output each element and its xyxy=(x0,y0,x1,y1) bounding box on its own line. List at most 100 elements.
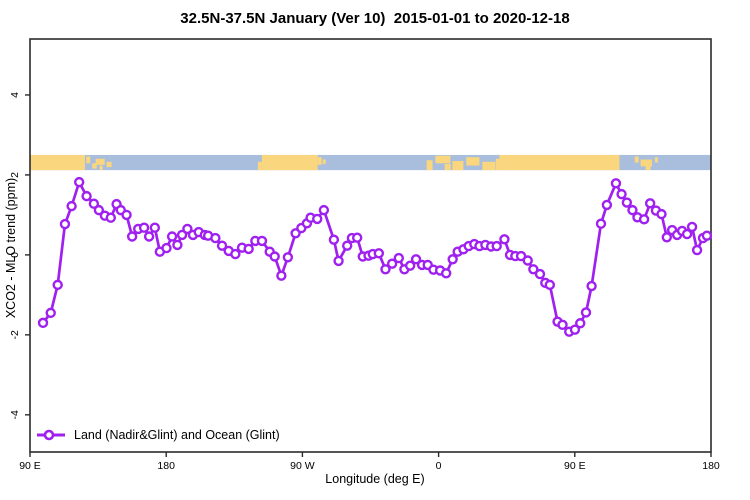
data-point xyxy=(256,235,268,247)
map-band-island xyxy=(634,156,639,163)
map-band-island xyxy=(317,157,322,165)
data-point xyxy=(161,242,172,254)
y-axis-label: XCO2 - MLO trend (ppm) xyxy=(4,177,18,319)
data-point xyxy=(601,199,613,211)
plot-border xyxy=(29,38,712,453)
data-point xyxy=(580,307,592,318)
y-tick-label: 0 xyxy=(9,252,21,258)
data-point xyxy=(386,258,398,269)
data-point xyxy=(686,221,698,233)
x-tick-label: 90 E xyxy=(19,460,41,472)
data-point xyxy=(544,279,556,291)
map-band-island xyxy=(99,165,103,171)
map-band-island xyxy=(495,158,500,171)
data-point xyxy=(610,178,622,189)
data-point xyxy=(447,254,458,265)
data-point xyxy=(373,248,385,259)
data-point xyxy=(627,204,638,216)
data-point xyxy=(586,280,597,292)
x-tick-label: 90 W xyxy=(290,460,315,472)
data-point xyxy=(93,204,105,216)
data-point xyxy=(243,243,254,255)
map-band-island xyxy=(86,156,91,164)
data-point xyxy=(691,244,703,256)
data-point xyxy=(528,264,539,275)
data-point xyxy=(644,198,656,209)
map-band-island xyxy=(106,161,112,168)
data-point xyxy=(269,251,280,262)
y-tick-label: -2 xyxy=(9,330,21,339)
data-point xyxy=(491,240,502,252)
data-point xyxy=(138,222,150,233)
data-point xyxy=(121,209,132,221)
data-point xyxy=(230,248,241,260)
data-point xyxy=(656,208,667,220)
map-band-island xyxy=(444,164,451,171)
map-band-island xyxy=(92,163,97,169)
data-point xyxy=(393,252,404,264)
data-point xyxy=(59,218,71,230)
data-point xyxy=(45,307,56,319)
data-point xyxy=(351,232,363,243)
map-band-island xyxy=(645,164,651,171)
data-point xyxy=(569,324,581,335)
data-point xyxy=(182,223,193,235)
data-point xyxy=(105,212,117,223)
x-axis-label: Longitude (deg E) xyxy=(325,472,425,486)
map-band-island xyxy=(466,157,480,166)
data-point xyxy=(73,176,85,188)
map-band-island xyxy=(655,157,658,163)
legend-entry-label: Land (Nadir&Glint) and Ocean (Glint) xyxy=(74,428,280,442)
chart-title: 32.5N-37.5N January (Ver 10) 2015-01-01 … xyxy=(180,10,570,27)
data-point xyxy=(410,254,422,265)
legend-marker-icon xyxy=(37,429,65,441)
data-point xyxy=(328,234,340,245)
data-point xyxy=(276,270,287,281)
legend: Land (Nadir&Glint) and Ocean (Glint) xyxy=(36,428,280,442)
map-band-island xyxy=(95,158,105,165)
map-band-island xyxy=(435,155,451,164)
data-point xyxy=(37,317,49,329)
data-point xyxy=(143,231,155,242)
data-line xyxy=(41,180,709,334)
x-tick-label: 0 xyxy=(436,460,442,472)
x-tick-label: 180 xyxy=(702,460,720,472)
map-band-island xyxy=(426,160,433,171)
map-band-island xyxy=(257,161,262,171)
data-point xyxy=(216,240,228,251)
data-point xyxy=(66,200,77,212)
map-band-island xyxy=(482,161,496,171)
data-point xyxy=(210,232,221,244)
data-point xyxy=(522,255,533,266)
map-band-island xyxy=(640,159,652,167)
data-point xyxy=(621,197,633,208)
data-point xyxy=(166,231,178,242)
data-point xyxy=(440,268,452,279)
data-point xyxy=(701,230,713,241)
map-band-land xyxy=(261,154,318,171)
data-point xyxy=(595,218,607,229)
data-point xyxy=(616,188,627,200)
data-point xyxy=(172,239,183,251)
data-point xyxy=(149,222,161,233)
data-point xyxy=(126,231,138,242)
data-point xyxy=(661,232,673,243)
y-tick-label: 4 xyxy=(9,92,21,98)
data-point xyxy=(557,319,568,331)
data-point xyxy=(318,204,330,216)
data-point xyxy=(404,260,416,271)
y-tick-label: -4 xyxy=(9,410,21,419)
data-point xyxy=(380,264,391,275)
data-point xyxy=(681,228,693,240)
data-point xyxy=(52,279,63,291)
data-point xyxy=(534,268,546,280)
data-point xyxy=(499,234,510,245)
data-point xyxy=(312,213,323,225)
x-tick-label: 180 xyxy=(157,460,175,472)
y-tick-label: 2 xyxy=(9,172,21,178)
data-point xyxy=(333,255,344,267)
map-band-land xyxy=(30,154,85,171)
data-point xyxy=(282,252,294,263)
